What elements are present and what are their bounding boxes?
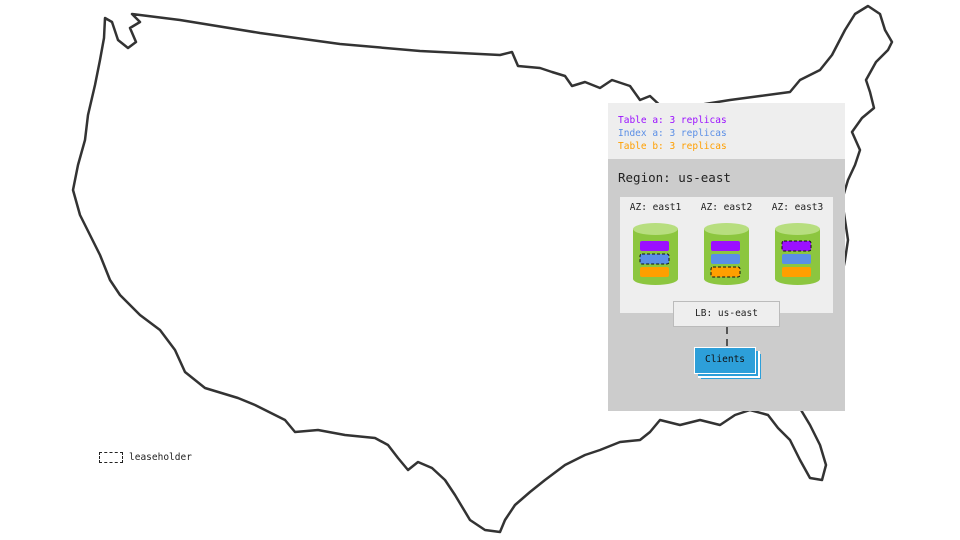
az-east2: AZ: east2 bbox=[691, 197, 762, 313]
index-a-replica bbox=[711, 254, 740, 264]
legend-table-b: Table b: 3 replicas bbox=[618, 141, 727, 152]
dashed-box-icon bbox=[99, 452, 123, 463]
table-b-replica bbox=[640, 267, 669, 277]
az-east3: AZ: east3 bbox=[762, 197, 833, 313]
az-label: AZ: east3 bbox=[771, 202, 824, 213]
database-cylinder bbox=[633, 223, 678, 285]
table-a-leaseholder bbox=[781, 240, 812, 252]
table-b-leaseholder bbox=[710, 266, 741, 278]
load-balancer: LB: us-east bbox=[673, 301, 780, 327]
region-panel: Table a: 3 replicas Index a: 3 replicas … bbox=[608, 103, 845, 411]
table-b-replica bbox=[782, 267, 811, 277]
az-label: AZ: east2 bbox=[700, 202, 753, 213]
az-label: AZ: east1 bbox=[629, 202, 682, 213]
table-a-replica bbox=[711, 241, 740, 251]
legend-index-a: Index a: 3 replicas bbox=[618, 128, 727, 139]
az-east1: AZ: east1 bbox=[620, 197, 691, 313]
leaseholder-legend: leaseholder bbox=[99, 452, 192, 463]
clients-box: Clients bbox=[694, 347, 756, 374]
leaseholder-label: leaseholder bbox=[129, 452, 192, 463]
replica-legend: Table a: 3 replicas Index a: 3 replicas … bbox=[608, 103, 845, 159]
database-cylinder bbox=[775, 223, 820, 285]
legend-table-a: Table a: 3 replicas bbox=[618, 115, 727, 126]
index-a-replica bbox=[782, 254, 811, 264]
table-a-replica bbox=[640, 241, 669, 251]
region-title: Region: us-east bbox=[618, 170, 731, 185]
database-cylinder bbox=[704, 223, 749, 285]
index-a-leaseholder bbox=[639, 253, 670, 265]
